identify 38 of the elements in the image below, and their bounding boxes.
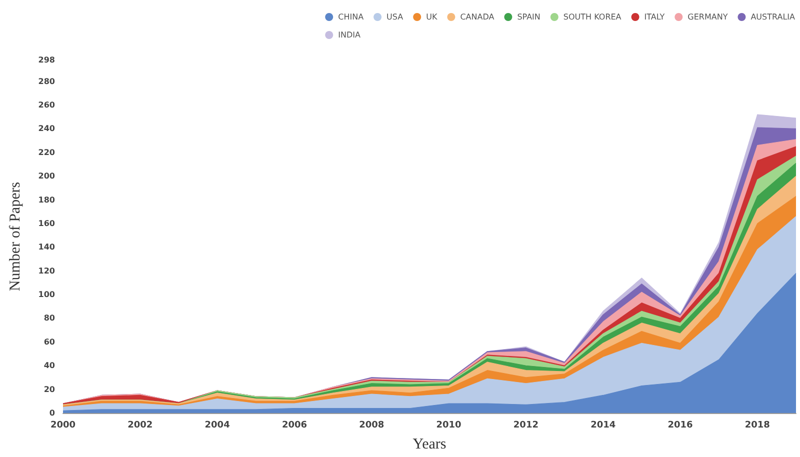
y-tick-label: 280 — [38, 76, 56, 86]
legend-label: SOUTH KOREA — [563, 12, 622, 22]
x-tick-label: 2012 — [513, 420, 538, 430]
x-tick-label: 2004 — [204, 420, 230, 430]
y-axis-title: Number of Papers — [8, 182, 24, 292]
legend-label: INDIA — [338, 30, 361, 40]
legend-label: UK — [426, 12, 438, 22]
y-tick-label: 20 — [44, 384, 56, 394]
legend-label: CANADA — [460, 12, 495, 22]
legend-label: CHINA — [338, 12, 364, 22]
y-tick-label: 240 — [38, 124, 56, 134]
legend-label: GERMANY — [688, 12, 728, 22]
y-tick-label: 60 — [44, 337, 56, 346]
x-tick-label: 2008 — [359, 420, 384, 430]
x-tick-label: 2016 — [668, 420, 693, 430]
y-tick-label: 160 — [38, 218, 56, 228]
y-tick-label: 120 — [38, 266, 56, 276]
x-tick-label: 2000 — [50, 420, 76, 430]
y-tick-label: 80 — [44, 314, 56, 323]
x-tick-label: 2014 — [590, 420, 616, 430]
y-tick-label: 40 — [44, 361, 56, 370]
x-axis-title: Years — [412, 436, 446, 452]
y-tick-label: 260 — [38, 100, 56, 110]
y-tick-label: 180 — [38, 195, 56, 204]
legend-label: ITALY — [644, 12, 665, 22]
legend-label: USA — [386, 12, 404, 22]
y-tick-label: 298 — [38, 56, 56, 64]
y-tick-label: 0 — [49, 408, 56, 418]
x-tick-label: 2002 — [128, 420, 153, 430]
x-tick-label: 2010 — [436, 420, 462, 430]
y-tick-label: 100 — [38, 290, 56, 300]
y-tick-label: 200 — [38, 172, 56, 181]
x-tick-label: 2006 — [282, 420, 308, 430]
y-tick-label: 140 — [38, 242, 56, 252]
y-tick-label: 220 — [38, 148, 56, 157]
x-tick-label: 2018 — [744, 420, 770, 430]
legend-label: SPAIN — [517, 12, 540, 22]
legend-label: AUSTRALIA — [750, 12, 796, 22]
